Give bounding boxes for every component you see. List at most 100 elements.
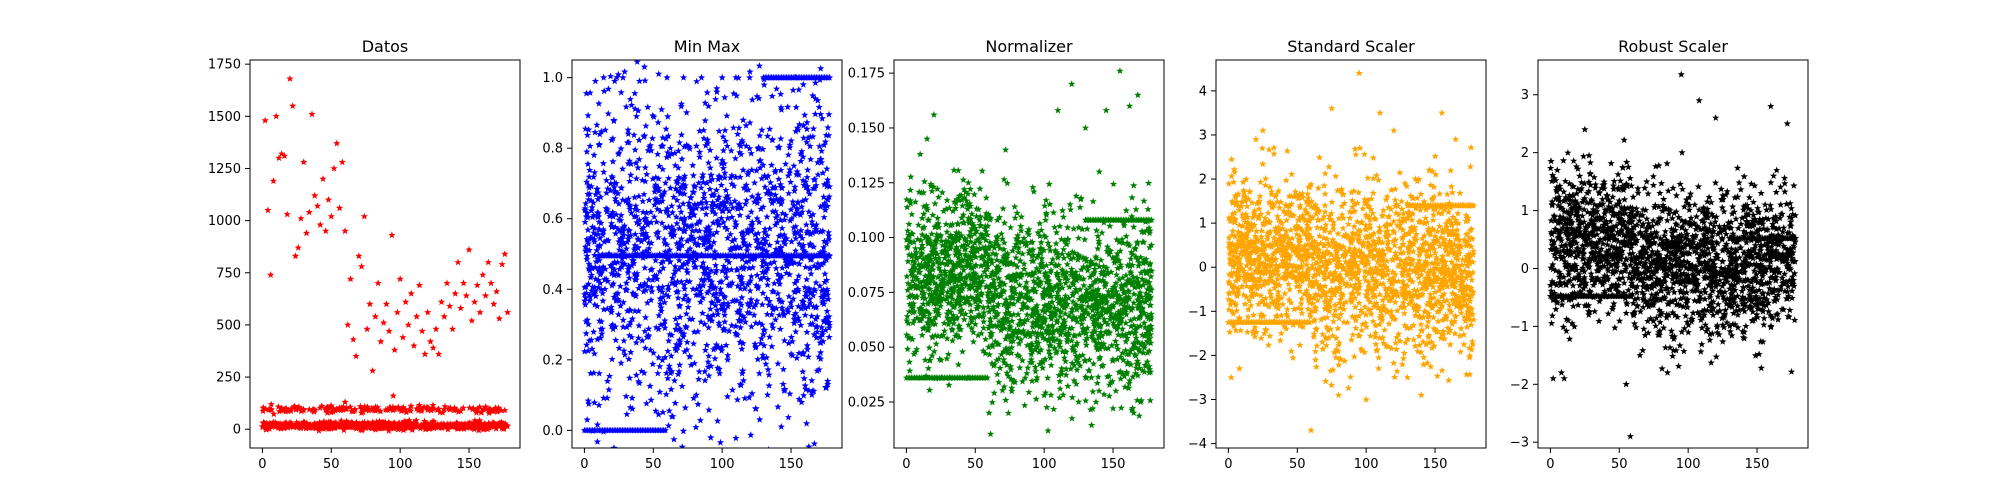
- data-point: [799, 153, 807, 160]
- data-point: [681, 172, 689, 180]
- data-point: [988, 270, 996, 277]
- data-point: [781, 235, 789, 242]
- data-point: [734, 282, 742, 290]
- data-point: [476, 308, 484, 316]
- data-point: [641, 233, 649, 241]
- data-point: [655, 187, 663, 195]
- data-point: [797, 226, 805, 234]
- data-point: [917, 260, 925, 268]
- data-point: [1081, 356, 1089, 364]
- data-point: [1025, 225, 1033, 233]
- data-point: [673, 196, 681, 204]
- data-point: [1133, 396, 1141, 404]
- data-point: [584, 397, 592, 404]
- data-point: [583, 255, 591, 263]
- data-point: [705, 273, 713, 281]
- data-point: [970, 247, 978, 254]
- data-point: [702, 141, 710, 149]
- data-point: [967, 215, 975, 223]
- data-point: [984, 262, 992, 270]
- data-point: [690, 188, 698, 196]
- data-point: [1140, 344, 1148, 351]
- data-point: [670, 193, 678, 201]
- data-point: [653, 473, 660, 480]
- data-point: [429, 344, 437, 351]
- data-point: [906, 300, 914, 308]
- y-tick-label: 0.6: [542, 212, 563, 227]
- data-point: [597, 219, 605, 227]
- data-point: [728, 180, 736, 187]
- data-point: [988, 242, 996, 250]
- data-point: [640, 190, 648, 198]
- data-point: [1091, 315, 1100, 323]
- data-point: [734, 203, 742, 211]
- data-point: [1113, 341, 1121, 349]
- data-point: [974, 205, 983, 213]
- data-point: [297, 407, 305, 415]
- data-point: [721, 137, 730, 145]
- data-point: [675, 224, 683, 232]
- data-point: [668, 279, 676, 286]
- data-point: [343, 420, 351, 428]
- data-point: [619, 227, 627, 235]
- data-point: [1028, 252, 1036, 260]
- data-point: [708, 298, 716, 306]
- data-point: [971, 239, 979, 247]
- data-point: [945, 278, 953, 286]
- data-point: [706, 228, 714, 236]
- data-point: [913, 314, 921, 322]
- data-point: [319, 175, 327, 182]
- data-point: [723, 142, 731, 150]
- data-point: [973, 286, 981, 293]
- data-point: [920, 312, 928, 320]
- data-point: [720, 292, 728, 300]
- data-point: [818, 323, 826, 331]
- data-point: [1092, 343, 1100, 350]
- data-point: [1007, 365, 1015, 373]
- data-point: [753, 196, 761, 204]
- data-point: [583, 148, 591, 155]
- data-point: [740, 239, 748, 246]
- data-point: [1008, 387, 1016, 395]
- data-point: [782, 160, 790, 168]
- data-point: [659, 293, 667, 301]
- data-point: [724, 356, 732, 363]
- data-point: [715, 127, 723, 135]
- data-point: [610, 293, 618, 301]
- data-point: [583, 416, 591, 423]
- data-point: [645, 275, 653, 283]
- data-point: [363, 422, 371, 430]
- data-point: [625, 331, 634, 339]
- data-point: [937, 231, 945, 239]
- data-point: [637, 281, 645, 289]
- data-point: [818, 287, 826, 294]
- data-point: [982, 272, 990, 280]
- data-point: [927, 180, 935, 188]
- data-point: [322, 227, 330, 235]
- data-point: [592, 230, 600, 238]
- data-point: [748, 389, 756, 397]
- data-point: [668, 226, 676, 234]
- data-point: [654, 118, 662, 126]
- data-point: [700, 126, 708, 134]
- data-point: [674, 343, 682, 351]
- data-point: [777, 134, 785, 142]
- data-point: [904, 227, 912, 234]
- data-point: [958, 347, 967, 355]
- data-point: [711, 210, 719, 217]
- data-point: [1010, 310, 1018, 318]
- data-point: [766, 224, 774, 232]
- data-point: [714, 310, 722, 318]
- data-point: [626, 205, 634, 213]
- data-point: [592, 275, 600, 283]
- data-point: [704, 136, 712, 143]
- data-point: [1041, 308, 1049, 316]
- data-point: [1015, 294, 1023, 302]
- data-point: [607, 308, 615, 316]
- data-point: [732, 322, 740, 330]
- data-point: [1114, 292, 1122, 299]
- data-point: [1080, 281, 1088, 289]
- data-point: [599, 289, 607, 297]
- data-point: [814, 158, 822, 166]
